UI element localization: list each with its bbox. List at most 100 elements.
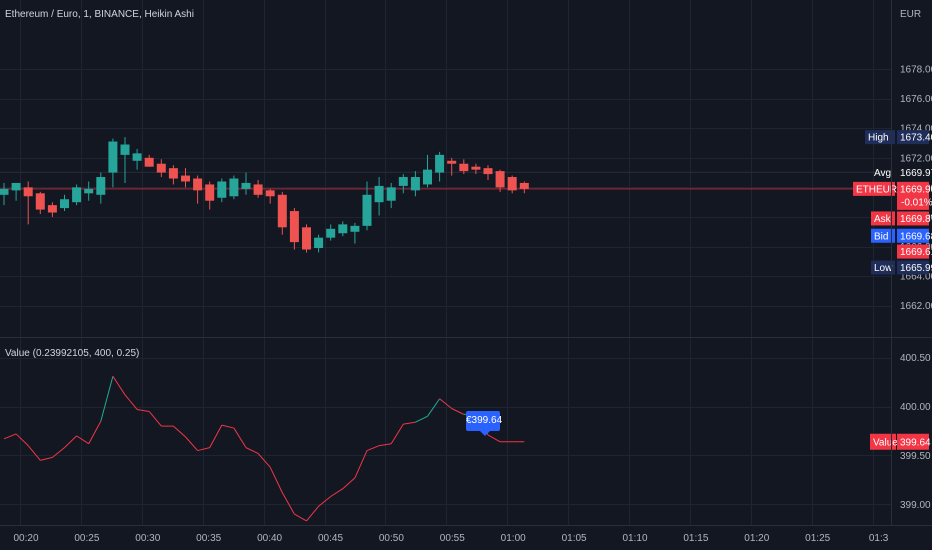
indicator-line-segment xyxy=(185,436,198,451)
indicator-line-segment xyxy=(318,496,332,507)
candle-body xyxy=(23,187,33,197)
candle-body xyxy=(289,211,299,243)
price-label-tag: Ask xyxy=(874,214,892,225)
indicator-line-segment xyxy=(257,453,271,468)
indicator-value-tag-box xyxy=(870,433,896,450)
time-tick-label: 00:20 xyxy=(13,533,38,544)
candle-body xyxy=(241,182,251,189)
indicator-tick-label: 399.50 xyxy=(900,451,931,462)
price-label-value-box xyxy=(897,181,929,210)
indicator-line-segment xyxy=(379,443,392,447)
price-label-tag-box xyxy=(865,130,895,145)
indicator-line-segment xyxy=(233,427,247,448)
candle-body xyxy=(374,185,384,203)
price-label-tag: High xyxy=(868,133,889,144)
indicator-line-segment xyxy=(137,408,150,412)
price-label-value: 1669.90 xyxy=(900,184,932,195)
price-label-tag: Bid xyxy=(874,231,888,242)
price-label-value: 1669.97 xyxy=(900,168,932,179)
indicator-line-segment xyxy=(15,433,29,447)
candle-body xyxy=(120,144,130,155)
indicator-line-segment xyxy=(245,447,259,454)
indicator-line-segment xyxy=(427,398,441,417)
indicator-tick-label: 399.00 xyxy=(900,500,931,511)
price-label-tag-box xyxy=(871,228,895,243)
price-label-value-box xyxy=(897,244,929,259)
time-tick-label: 00:55 xyxy=(440,533,465,544)
candle-body xyxy=(144,157,154,167)
time-tick-label: 01:10 xyxy=(622,533,647,544)
indicator-line-segment xyxy=(451,408,465,415)
time-tick-label: 01:05 xyxy=(562,533,587,544)
candle-body xyxy=(277,194,287,228)
price-label-value-box xyxy=(897,211,929,226)
price-pane[interactable] xyxy=(0,137,891,253)
indicator-line-segment xyxy=(269,466,283,493)
candle-body xyxy=(72,187,82,203)
price-tick-label: 1664.00 xyxy=(900,272,932,283)
indicator-tick-label: 400.50 xyxy=(900,353,931,364)
indicator-line-segment xyxy=(76,435,89,445)
price-axis[interactable]: EUR1662.001664.001666.001668.001670.0016… xyxy=(853,9,932,511)
time-tick-label: 01:20 xyxy=(744,533,769,544)
time-tick-label: 00:35 xyxy=(196,533,221,544)
time-tick-label: 00:50 xyxy=(379,533,404,544)
candle-body xyxy=(132,153,142,161)
time-tick-label: 01:00 xyxy=(501,533,526,544)
indicator-pane[interactable] xyxy=(3,375,525,522)
indicator-line-segment xyxy=(100,376,114,422)
price-tick-label: 1678.00 xyxy=(900,65,932,76)
candle-body xyxy=(435,154,445,173)
indicator-line-segment xyxy=(197,447,210,452)
price-label-value: 1669.61 xyxy=(900,247,932,258)
price-label-tag-box xyxy=(871,211,895,226)
indicator-line-segment xyxy=(52,447,65,458)
time-tick-label: 01:3 xyxy=(869,533,889,544)
candle-body xyxy=(229,178,239,197)
indicator-line-segment xyxy=(366,445,380,452)
price-label-tag-box xyxy=(853,181,895,196)
indicator-tick-label: 400.00 xyxy=(900,402,931,413)
candle-body xyxy=(410,177,420,191)
candle-body xyxy=(60,199,69,209)
indicator-value-text: 399.64 xyxy=(900,437,931,448)
candle-body xyxy=(483,168,493,175)
time-axis[interactable]: 00:20 00:25 00:30 00:35 00:40 00:45 00:50 00:55… xyxy=(13,533,888,544)
indicator-line-segment xyxy=(354,450,368,479)
indicator-line-segment xyxy=(487,434,501,443)
indicator-value-box xyxy=(897,433,929,450)
time-tick-label: 00:30 xyxy=(135,533,160,544)
indicator-line-segment xyxy=(88,420,102,444)
price-tick-label: 1674.00 xyxy=(900,124,932,135)
indicator-line-segment xyxy=(3,433,17,440)
indicator-line-segment xyxy=(112,375,126,396)
time-tick-label: 00:45 xyxy=(318,533,343,544)
time-tick-label: 00:25 xyxy=(74,533,99,544)
candle-body xyxy=(108,141,118,173)
symbol-legend[interactable]: Ethereum / Euro, 1, BINANCE, Heikin Ashi xyxy=(5,9,194,20)
indicator-line-segment xyxy=(342,477,356,490)
candle-body xyxy=(193,178,203,191)
price-tick-label: 1672.00 xyxy=(900,153,932,164)
candle-body xyxy=(326,228,336,238)
indicator-line-segment xyxy=(173,425,186,438)
indicator-price-tag: €399.64 xyxy=(466,411,502,436)
candle-body xyxy=(386,187,396,201)
candle-body xyxy=(447,160,457,164)
candle-body xyxy=(0,188,9,195)
indicator-line-segment xyxy=(27,445,41,461)
price-label-value: 1669.87 xyxy=(900,214,932,225)
price-label-tag-box xyxy=(871,260,895,275)
candle-body xyxy=(205,184,215,201)
price-tick-label: 1676.00 xyxy=(900,94,932,105)
candle-body xyxy=(519,182,529,189)
candle-body xyxy=(253,184,263,195)
indicator-line-segment xyxy=(330,488,344,497)
price-tick-label: 1662.00 xyxy=(900,301,932,312)
indicator-line-segment xyxy=(281,492,295,515)
candle-body xyxy=(362,194,372,226)
price-label-value-box xyxy=(897,130,929,145)
indicator-legend[interactable]: Value (0.23992105, 400, 0.25) xyxy=(5,348,140,359)
indicator-line-segment xyxy=(64,435,77,448)
